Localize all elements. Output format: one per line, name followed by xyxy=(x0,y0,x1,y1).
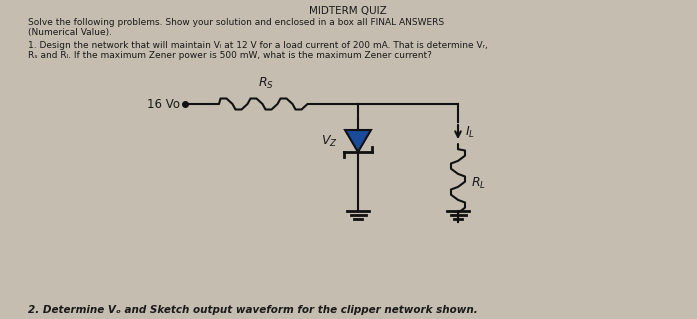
Text: 16 Vo: 16 Vo xyxy=(147,98,180,110)
Text: $R_S$: $R_S$ xyxy=(257,76,273,91)
Text: (Numerical Value).: (Numerical Value). xyxy=(28,28,112,37)
Text: 2. Determine Vₒ and Sketch output waveform for the clipper network shown.: 2. Determine Vₒ and Sketch output wavefo… xyxy=(28,305,477,315)
Text: $R_L$: $R_L$ xyxy=(471,175,486,190)
Text: $I_L$: $I_L$ xyxy=(465,124,475,139)
Text: Solve the following problems. Show your solution and enclosed in a box all FINAL: Solve the following problems. Show your … xyxy=(28,18,444,27)
Text: Rₛ and Rₗ. If the maximum Zener power is 500 mW, what is the maximum Zener curre: Rₛ and Rₗ. If the maximum Zener power is… xyxy=(28,51,432,60)
Text: MIDTERM QUIZ: MIDTERM QUIZ xyxy=(309,6,387,16)
Text: 1. Design the network that will maintain Vₗ at 12 V for a load current of 200 mA: 1. Design the network that will maintain… xyxy=(28,41,488,50)
Polygon shape xyxy=(345,130,371,152)
Text: $V_Z$: $V_Z$ xyxy=(321,133,338,149)
